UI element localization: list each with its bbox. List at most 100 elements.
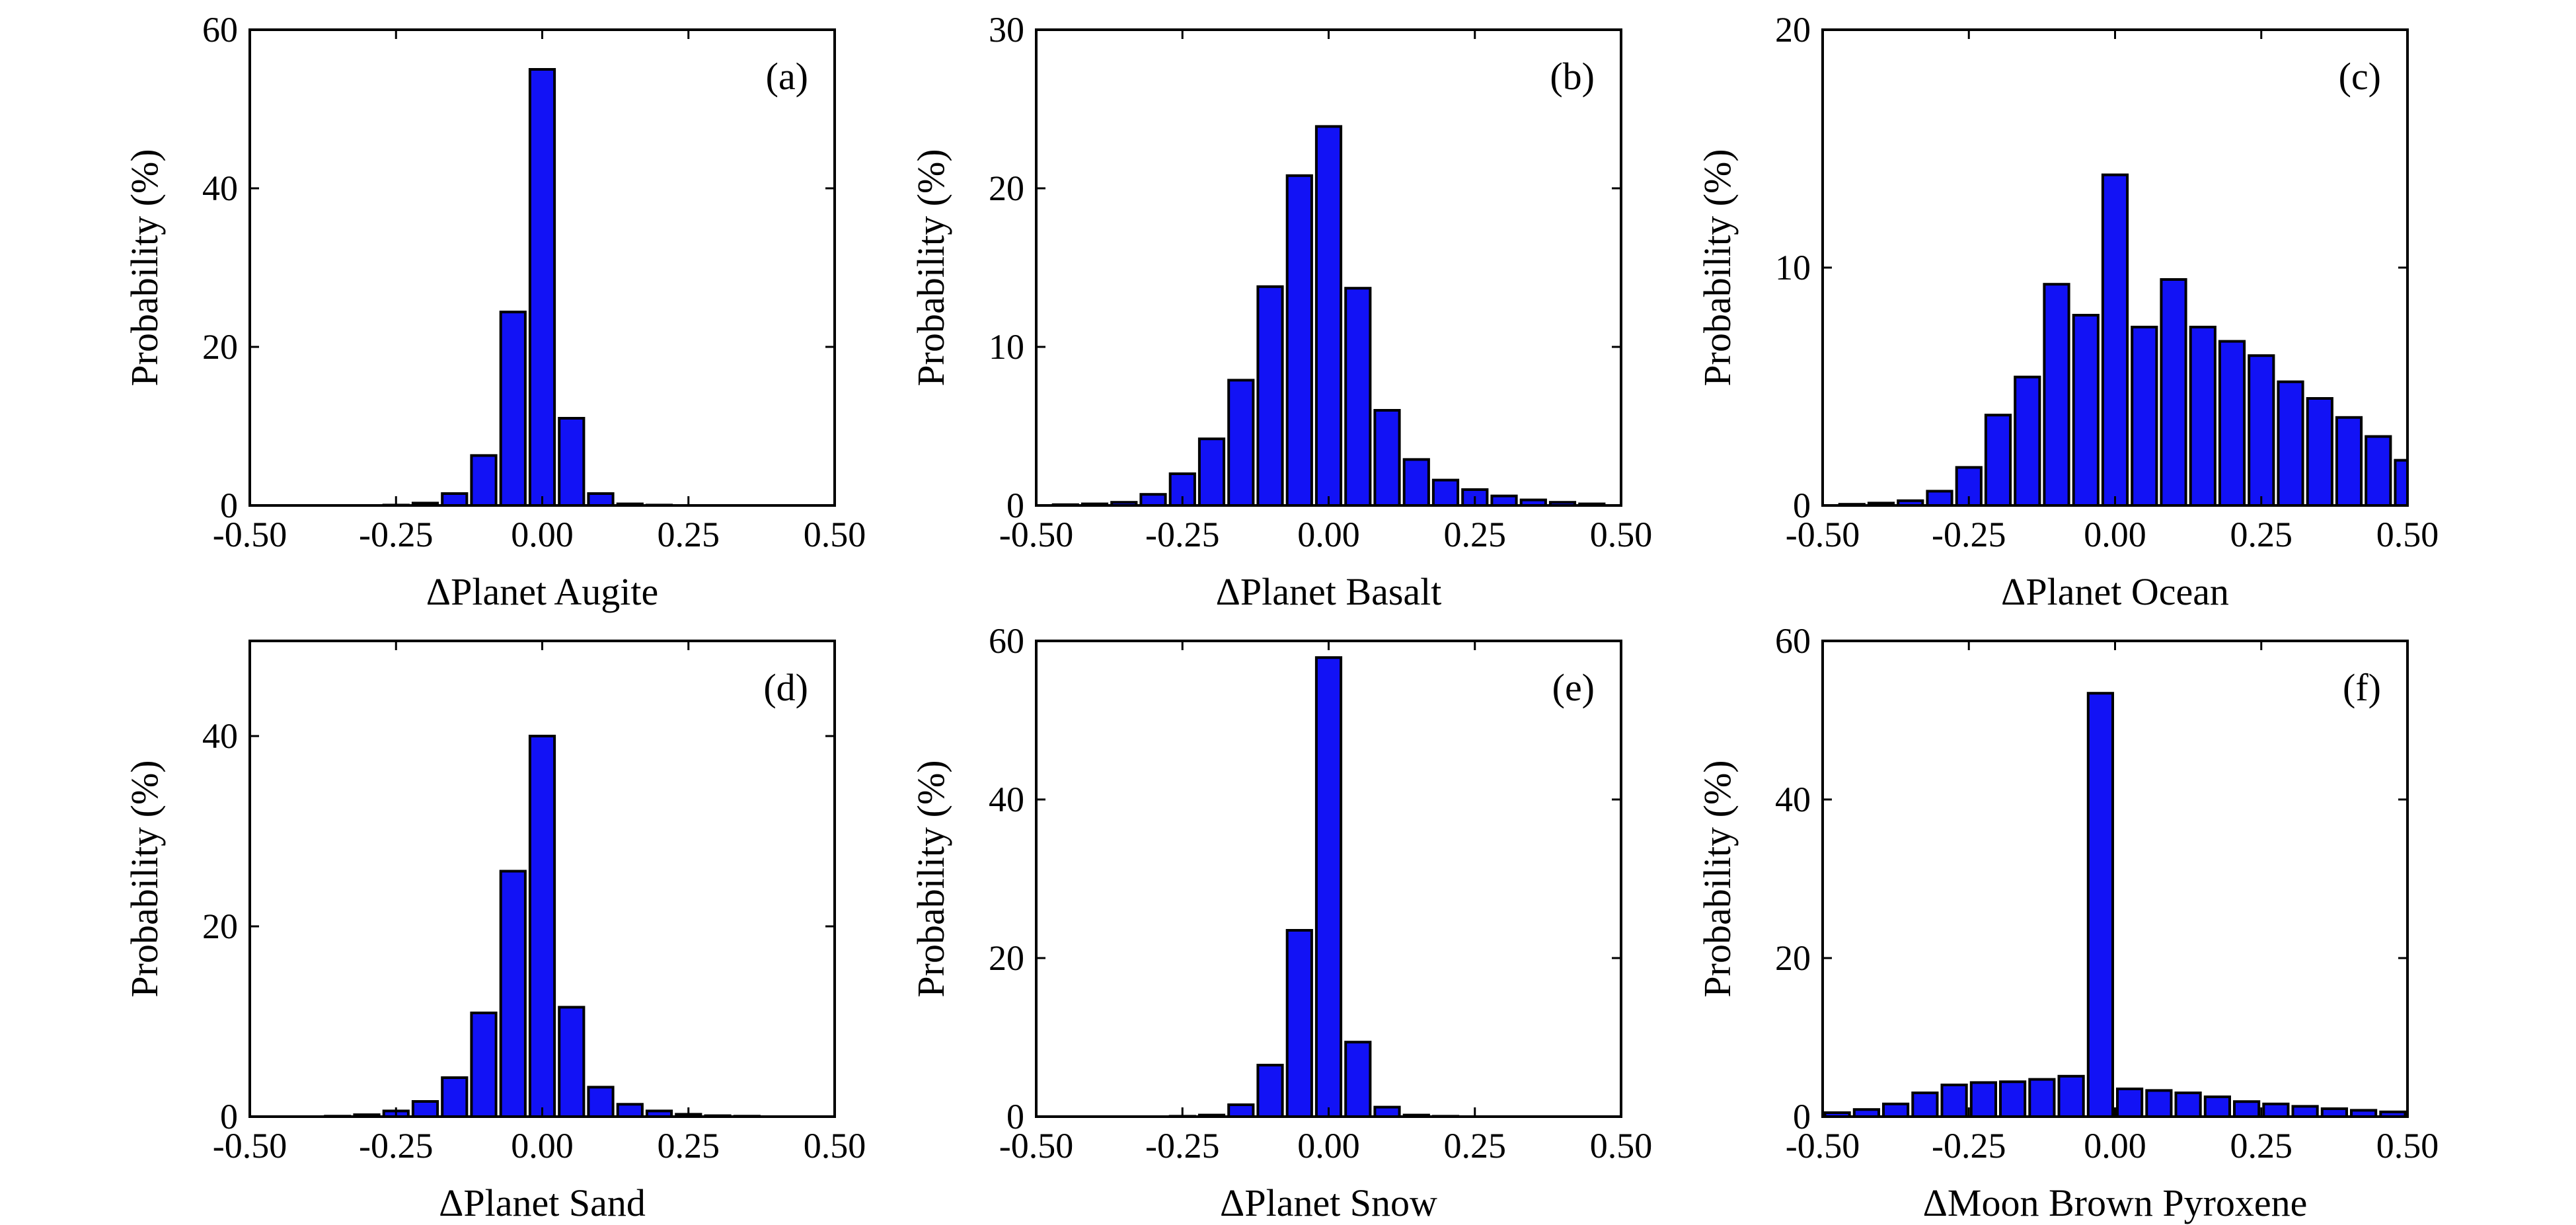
bar-b-6 xyxy=(1227,379,1255,507)
bar-f-13 xyxy=(2203,1095,2232,1118)
x-tick-label-c-1: -0.25 xyxy=(1932,515,2006,554)
x-tick-label-c-3: 0.25 xyxy=(2230,515,2293,554)
bar-e-11 xyxy=(1373,1105,1401,1118)
x-tick-label-e-0: -0.50 xyxy=(999,1126,1073,1166)
x-tick-label-a-0: -0.50 xyxy=(213,515,287,554)
x-tick-label-e-1: -0.25 xyxy=(1145,1126,1219,1166)
bar-f-11 xyxy=(2145,1089,2173,1119)
y-tick-label-c-1: 10 xyxy=(1775,248,1811,287)
bar-e-6 xyxy=(1227,1103,1255,1118)
y-tick-label-f-1: 20 xyxy=(1775,938,1811,978)
y-tick-label-a-2: 40 xyxy=(202,168,238,208)
x-axis-label-b: ΔPlanet Basalt xyxy=(1216,570,1442,613)
x-tick-label-a-2: 0.00 xyxy=(511,515,574,554)
panel-f: -0.50 -0.25 0.00 0.25 0.50 0 20 40 60 ΔMoon Brown… xyxy=(1696,621,2439,1224)
x-tick-label-a-4: 0.50 xyxy=(804,515,866,554)
y-axis-label-c: Probability (%) xyxy=(1696,149,1739,386)
bar-f-4 xyxy=(1940,1084,1968,1118)
x-tick-label-b-2: 0.00 xyxy=(1297,515,1360,554)
bar-b-7 xyxy=(1256,285,1284,507)
bar-f-5 xyxy=(1969,1081,1998,1119)
y-axis-label-f: Probability (%) xyxy=(1696,760,1739,997)
bar-d-6 xyxy=(441,1076,469,1118)
bar-c-15 xyxy=(2277,380,2304,507)
bar-f-8 xyxy=(2057,1074,2085,1119)
bar-c-19 xyxy=(2394,459,2409,507)
x-axis-label-c: ΔPlanet Ocean xyxy=(2001,570,2229,613)
bar-d-8 xyxy=(499,870,527,1118)
x-axis-label-f: ΔMoon Brown Pyroxene xyxy=(1923,1181,2308,1224)
panel-b: -0.50 -0.25 0.00 0.25 0.50 0 10 20 30 ΔPlanet Bas… xyxy=(909,10,1652,613)
bar-f-3 xyxy=(1911,1092,1939,1118)
bar-b-3 xyxy=(1139,493,1167,507)
y-tick-label-a-1: 20 xyxy=(202,327,238,367)
y-tick-label-b-3: 30 xyxy=(989,10,1024,50)
panel-e: -0.50 -0.25 0.00 0.25 0.50 0 20 40 60 ΔPlanet Sno… xyxy=(909,621,1652,1224)
panel-c: -0.50 -0.25 0.00 0.25 0.50 0 10 20 ΔPlanet Ocean… xyxy=(1696,10,2439,613)
y-tick-label-b-0: 0 xyxy=(1006,486,1024,525)
bar-b-9 xyxy=(1314,125,1343,507)
panel-a: -0.50 -0.25 0.00 0.25 0.50 0 20 40 60 ΔPlanet Aug… xyxy=(123,10,866,613)
bar-f-10 xyxy=(2116,1088,2144,1118)
bar-c-14 xyxy=(2248,354,2275,507)
bar-c-10 xyxy=(2131,326,2158,507)
panel-label-d: (d) xyxy=(763,666,808,709)
bar-d-5 xyxy=(411,1100,439,1118)
bar-c-16 xyxy=(2306,397,2333,507)
y-tick-label-a-3: 60 xyxy=(202,10,238,50)
x-tick-label-f-3: 0.25 xyxy=(2230,1126,2293,1166)
x-tick-label-f-4: 0.50 xyxy=(2376,1126,2439,1166)
x-tick-label-d-3: 0.25 xyxy=(658,1126,720,1166)
panel-label-b: (b) xyxy=(1550,55,1595,98)
bar-c-3 xyxy=(1926,490,1953,507)
x-tick-label-d-2: 0.00 xyxy=(511,1126,574,1166)
bar-d-7 xyxy=(470,1012,498,1118)
y-axis-label-a: Probability (%) xyxy=(123,149,166,386)
bar-b-13 xyxy=(1431,478,1460,507)
bar-a-11 xyxy=(587,492,615,507)
bar-c-18 xyxy=(2365,435,2392,507)
y-tick-label-f-0: 0 xyxy=(1793,1097,1811,1136)
y-tick-label-c-0: 0 xyxy=(1793,486,1811,525)
bar-c-12 xyxy=(2189,326,2216,507)
bar-f-9 xyxy=(2086,692,2115,1118)
bar-c-11 xyxy=(2160,278,2187,507)
bar-a-9 xyxy=(528,68,556,507)
x-axis-label-a: ΔPlanet Augite xyxy=(426,570,658,613)
x-tick-label-f-1: -0.25 xyxy=(1932,1126,2006,1166)
bar-b-10 xyxy=(1344,287,1372,507)
bar-d-10 xyxy=(558,1006,586,1119)
y-tick-label-f-2: 40 xyxy=(1775,780,1811,819)
y-tick-label-d-1: 20 xyxy=(202,907,238,946)
bar-d-12 xyxy=(616,1103,644,1119)
x-tick-label-c-4: 0.50 xyxy=(2376,515,2439,554)
bar-a-7 xyxy=(470,454,498,507)
panel-label-f: (f) xyxy=(2343,666,2381,709)
y-tick-label-e-2: 40 xyxy=(989,780,1024,819)
y-tick-label-c-2: 20 xyxy=(1775,10,1811,50)
y-tick-label-d-2: 40 xyxy=(202,716,238,756)
x-tick-label-b-4: 0.50 xyxy=(1590,515,1653,554)
x-tick-label-e-3: 0.25 xyxy=(1444,1126,1507,1166)
y-tick-label-e-3: 60 xyxy=(989,621,1024,661)
y-axis-label-e: Probability (%) xyxy=(909,760,952,997)
bar-e-7 xyxy=(1256,1064,1284,1118)
y-tick-label-b-1: 10 xyxy=(989,327,1024,367)
bar-c-6 xyxy=(2014,375,2041,507)
panel-label-a: (a) xyxy=(766,55,808,98)
y-tick-label-a-0: 0 xyxy=(220,486,238,525)
x-tick-label-d-1: -0.25 xyxy=(359,1126,433,1166)
x-tick-label-e-4: 0.50 xyxy=(1590,1126,1653,1166)
bar-b-4 xyxy=(1168,472,1196,507)
bar-c-7 xyxy=(2043,283,2070,507)
bar-b-5 xyxy=(1197,437,1226,507)
bar-d-9 xyxy=(528,735,556,1118)
y-tick-label-e-0: 0 xyxy=(1006,1097,1024,1136)
y-tick-label-d-0: 0 xyxy=(220,1097,238,1136)
x-tick-label-e-2: 0.00 xyxy=(1297,1126,1360,1166)
bar-f-2 xyxy=(1882,1102,1910,1119)
bar-c-8 xyxy=(2072,314,2100,507)
bar-f-14 xyxy=(2233,1100,2261,1118)
x-axis-label-e: ΔPlanet Snow xyxy=(1220,1181,1437,1224)
